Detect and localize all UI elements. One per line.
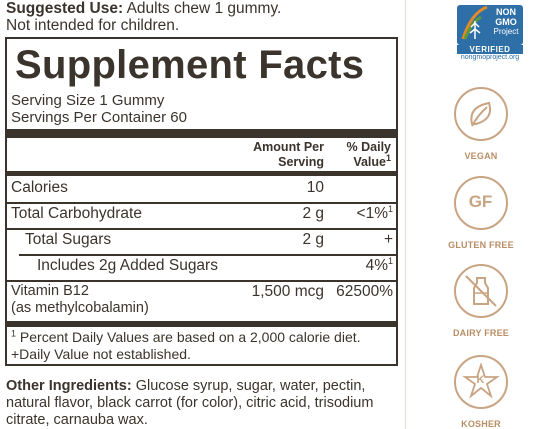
thick-divider-top (7, 129, 396, 138)
supplement-facts-panel: Supplement Facts Serving Size 1 Gummy Se… (5, 37, 398, 366)
footnote-1: 1 Percent Daily Values are based on a 2,… (11, 329, 361, 346)
footnote-sup: 1 (11, 328, 17, 339)
row-calories-name: Calories (11, 179, 68, 196)
header-dv-line2: Value1 (325, 152, 391, 170)
badge-vegan-label: VEGAN (464, 151, 498, 161)
header-amount: Amount Per Serving (229, 140, 324, 170)
other-ingredients: Other Ingredients: Glucose syrup, sugar,… (6, 378, 396, 429)
dairy-free-circle (454, 264, 508, 318)
row-b12-name: Vitamin B12 (as methylcobalamin) (11, 283, 149, 317)
gluten-free-circle: GF (454, 176, 508, 230)
row-sugars-amount: 2 g (302, 231, 324, 248)
badge-gluten-free-label: GLUTEN FREE (448, 240, 514, 250)
row-b12-name-line1: Vitamin B12 (11, 283, 89, 299)
row-sugars-dv: + (383, 231, 393, 248)
suggested-use-label: Suggested Use: (6, 0, 124, 17)
row-added-sugars-name: Includes 2g Added Sugars (37, 257, 218, 274)
other-ingredients-label: Other Ingredients: (6, 378, 132, 394)
header-amount-line1: Amount Per (253, 140, 324, 154)
non-gmo-logo-icon (457, 5, 523, 54)
divider-1 (7, 202, 396, 204)
header-dv-text: Value (353, 155, 386, 169)
row-b12-name-line2: (as methylcobalamin) (11, 300, 149, 316)
panel-title: Supplement Facts (15, 43, 365, 87)
badge-gluten-free: GF GLUTEN FREE (447, 176, 515, 250)
non-gmo-verified-badge: NON GMO Project VERIFIED nongmoproject.o… (453, 3, 527, 68)
row-calories-amount: 10 (306, 179, 324, 196)
leaf-icon (470, 101, 492, 127)
header-daily-value: % Daily Value1 (325, 140, 391, 170)
thick-divider-header (7, 171, 396, 176)
non-gmo-top: NON (496, 7, 516, 17)
kosher-circle: K (454, 355, 508, 409)
header-dv-sup: 1 (385, 152, 391, 163)
row-carb-amount: 2 g (302, 205, 324, 222)
divider-2 (7, 228, 396, 230)
badge-dairy-free: DAIRY FREE (447, 264, 515, 338)
badge-kosher: K KOSHER (447, 355, 515, 429)
suggested-use: Suggested Use: Adults chew 1 gummy. Not … (6, 0, 281, 34)
divider-3 (19, 254, 396, 256)
vegan-circle (454, 87, 508, 141)
thick-divider-bottom (7, 321, 396, 327)
row-added-sugars-dv-sup: 1 (387, 255, 393, 266)
header-dv-line1: % Daily (346, 140, 391, 154)
row-carb-dv-sup: 1 (387, 203, 393, 214)
non-gmo-url: nongmoproject.org (460, 54, 520, 61)
row-carb-dv: <1%1 (325, 203, 393, 223)
footnote-2: +Daily Value not established. (11, 346, 191, 362)
serving-size: Serving Size 1 Gummy (11, 92, 165, 109)
side-divider (405, 0, 406, 429)
row-added-sugars-dv: 4%1 (325, 255, 393, 275)
kosher-k-letter: K (476, 374, 485, 386)
milk-bottle-crossed-icon (465, 275, 497, 307)
suggested-use-text2: Not intended for children. (6, 17, 180, 34)
kosher-star-icon (462, 362, 500, 399)
row-sugars-name: Total Sugars (25, 231, 112, 248)
divider-4 (7, 280, 396, 282)
badge-dairy-free-label: DAIRY FREE (452, 328, 509, 338)
footnote-1-text: Percent Daily Values are based on a 2,00… (16, 329, 361, 345)
row-carb-dv-text: <1% (356, 205, 388, 222)
non-gmo-mid: GMO (495, 17, 517, 27)
non-gmo-project: Project (493, 27, 519, 36)
badge-vegan: VEGAN (447, 87, 515, 161)
badge-kosher-label: KOSHER (461, 419, 501, 429)
row-added-sugars-dv-text: 4% (365, 257, 388, 274)
suggested-use-text1: Adults chew 1 gummy. (123, 0, 282, 17)
gf-icon: GF (468, 192, 493, 211)
row-b12-amount: 1,500 mcg (251, 283, 324, 300)
non-gmo-verified: VERIFIED (469, 45, 511, 54)
row-b12-dv: 62500% (336, 283, 393, 300)
row-carb-name: Total Carbohydrate (11, 205, 142, 222)
servings-per-container: Servings Per Container 60 (11, 109, 187, 126)
suggested-use-line1: Suggested Use: Adults chew 1 gummy. (6, 0, 281, 17)
header-amount-line2: Serving (278, 155, 324, 169)
other-ingredients-text: Glucose syrup, sugar, water, pectin, nat… (6, 378, 374, 428)
